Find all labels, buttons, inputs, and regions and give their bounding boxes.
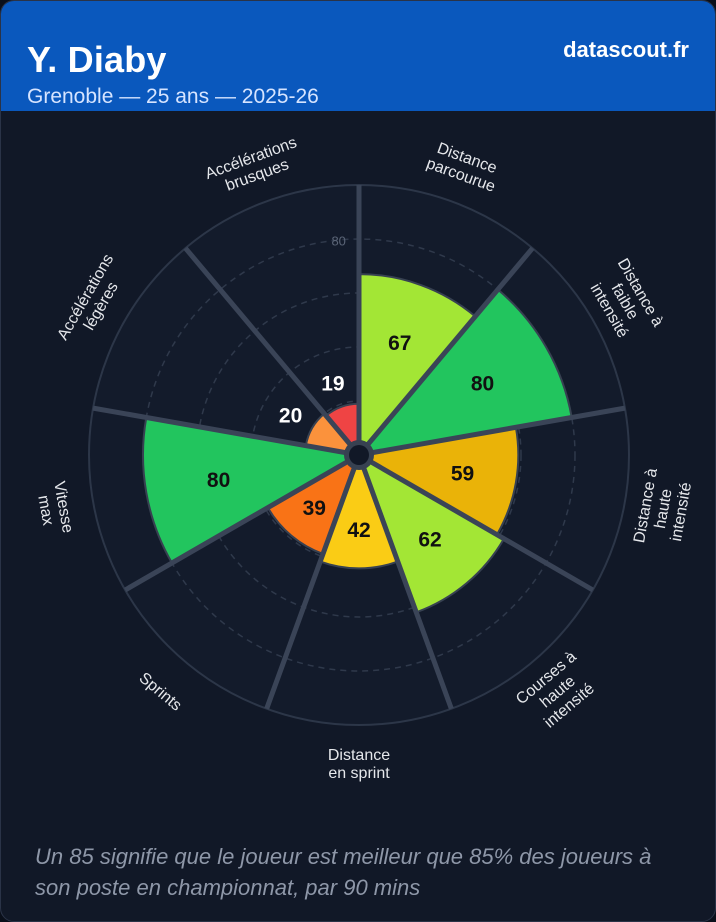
spoke-line xyxy=(357,246,535,457)
value-label-5: 42 xyxy=(347,519,370,542)
player-name: Y. Diaby xyxy=(27,39,167,80)
footnote: Un 85 signifie que le joueur est meilleu… xyxy=(35,844,652,900)
spoke-line xyxy=(357,452,595,593)
value-label-7: 80 xyxy=(207,469,230,492)
category-label-line: haute xyxy=(652,487,676,529)
category-label-6: Sprints xyxy=(135,670,184,715)
spoke-line xyxy=(92,405,360,458)
spoke-line xyxy=(264,454,362,710)
bar-2 xyxy=(356,288,573,457)
spoke-line xyxy=(183,246,361,457)
brand-label: datascout.fr xyxy=(563,37,689,62)
bar-4 xyxy=(357,452,506,614)
spoke-line xyxy=(358,405,626,458)
bar-3 xyxy=(356,426,520,537)
value-label-8: 20 xyxy=(279,405,302,428)
scale-label: 80 xyxy=(331,234,345,249)
center-hub xyxy=(349,445,369,465)
header-bar: Y. Diaby Grenoble — 25 ans — 2025-26 dat… xyxy=(1,1,715,111)
bar-1 xyxy=(358,273,477,458)
category-label-line: Distance xyxy=(328,747,390,764)
bar-7 xyxy=(142,416,362,565)
value-label-2: 80 xyxy=(471,373,494,396)
player-subtitle: Grenoble — 25 ans — 2025-26 xyxy=(27,85,319,108)
category-label-line: max xyxy=(34,494,56,527)
value-label-6: 39 xyxy=(303,497,326,520)
spoke-line xyxy=(123,452,361,593)
category-label-line: Sprints xyxy=(135,670,184,715)
spoke-line xyxy=(356,454,454,710)
category-label-line: en sprint xyxy=(328,765,390,782)
value-label-9: 19 xyxy=(321,372,344,395)
value-label-4: 62 xyxy=(418,529,441,552)
value-label-3: 59 xyxy=(451,462,474,485)
value-label-1: 67 xyxy=(388,332,411,355)
